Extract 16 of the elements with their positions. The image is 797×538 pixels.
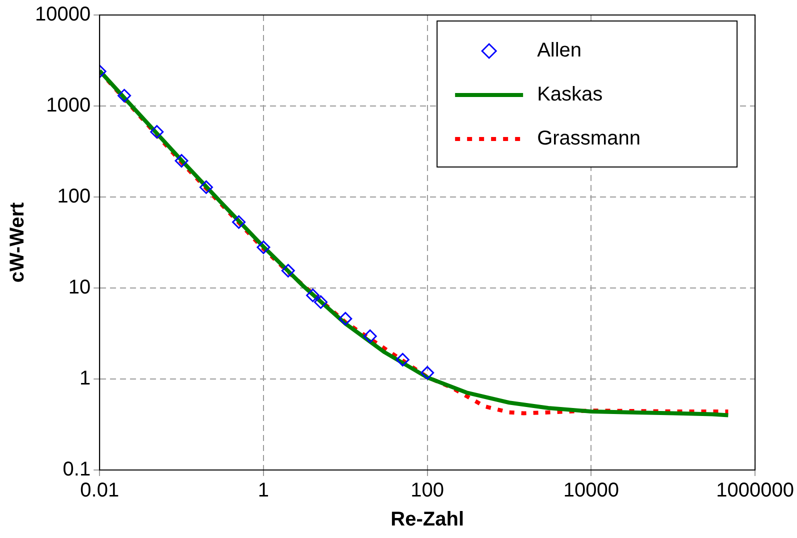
y-tick-label: 10 [68, 276, 91, 299]
legend-label: Allen [537, 40, 582, 62]
x-tick-label: 10000 [563, 480, 620, 502]
y-tick-label: 1000 [46, 94, 91, 117]
x-tick-label: 1000000 [716, 480, 794, 502]
y-axis-title: cW-Wert [6, 202, 29, 283]
x-tick-label: 0.01 [80, 480, 120, 502]
legend-label: Kaskas [537, 84, 603, 106]
x-tick-label: 1 [258, 480, 270, 502]
x-tick-label: 100 [410, 480, 444, 502]
legend-label: Grassmann [537, 128, 640, 150]
y-tick-label: 100 [57, 186, 91, 208]
x-axis-title: Re-Zahl [390, 508, 464, 531]
y-tick-label: 0.1 [62, 458, 91, 481]
y-tick-label: 10000 [34, 4, 91, 26]
y-tick-label: 1 [79, 368, 91, 390]
